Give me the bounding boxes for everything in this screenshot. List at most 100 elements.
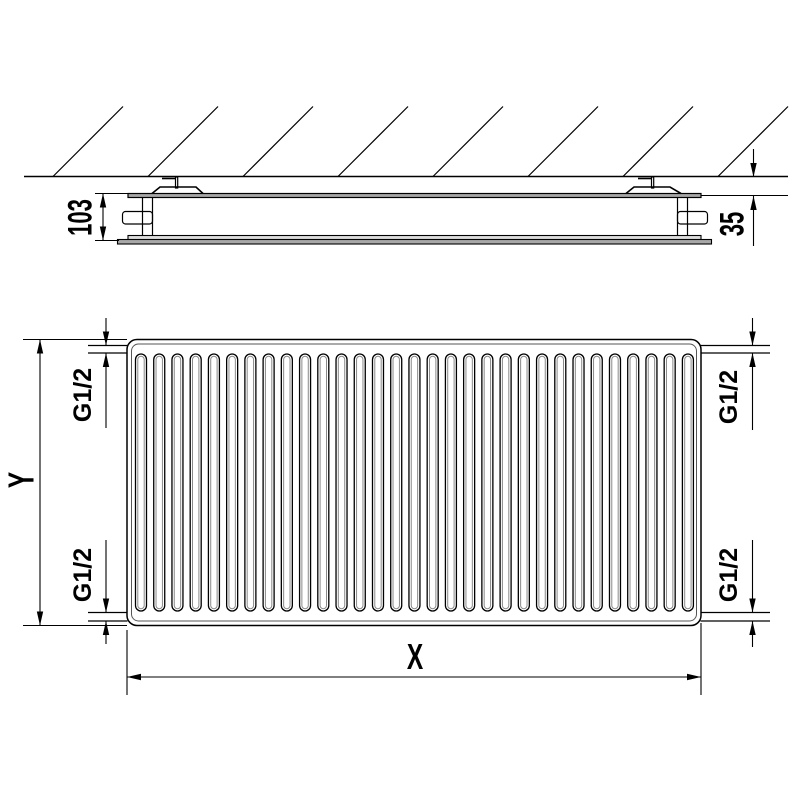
corrugation-inner-line [210, 355, 218, 610]
corrugation-inner-line [356, 355, 364, 610]
connection-stub-top-left [88, 344, 128, 354]
corrugation [681, 353, 695, 612]
arrow-up-icon [749, 353, 756, 367]
corrugation [298, 353, 312, 612]
corrugation [444, 353, 458, 612]
connection-stub-bottom-right [700, 611, 770, 622]
corrugation [371, 353, 385, 612]
corrugation-inner-line [447, 355, 455, 610]
corrugation-inner-line [264, 355, 273, 610]
arrow-right-icon [687, 673, 701, 681]
dim-width: X [126, 623, 702, 695]
corrugation [517, 353, 530, 612]
corrugation-inner-line [155, 355, 163, 610]
corrugation [627, 353, 640, 612]
mounting-bracket-left [151, 176, 204, 195]
corrugation-inner-line [520, 355, 528, 610]
corrugation [262, 353, 275, 612]
end-channel-left [141, 197, 154, 236]
mounting-bracket-right [625, 176, 682, 195]
height-label: Y [1, 471, 42, 488]
arrow-left-icon [127, 673, 141, 681]
dim-height: Y [1, 338, 127, 627]
corrugation-inner-line [684, 355, 692, 610]
arrow-down-icon [102, 598, 110, 613]
hatch-line [52, 106, 124, 177]
corrugation [225, 353, 239, 612]
arrow-down-icon [102, 331, 110, 346]
corrugation [134, 353, 148, 612]
corrugation-inner-line [538, 355, 546, 610]
corrugation [207, 353, 221, 612]
connection-tab-left [121, 210, 154, 225]
corrugation [590, 353, 603, 612]
corrugation [335, 353, 348, 612]
corrugation-inner-line [392, 355, 400, 610]
hatch-line [147, 106, 219, 177]
corrugation-inner-line [501, 355, 510, 610]
corrugation-inner-line [428, 355, 437, 610]
bracket-post [650, 176, 655, 189]
corrugation [408, 353, 421, 612]
corrugation [153, 353, 166, 612]
depth-label: 103 [62, 199, 100, 236]
corrugation-inner-line [647, 355, 656, 610]
corrugation-inner-line [137, 355, 145, 610]
connection-stub-top-right [700, 344, 770, 354]
corrugation [535, 353, 549, 612]
corrugation [481, 353, 494, 612]
corrugation [554, 353, 567, 612]
arrow-up-icon [102, 353, 110, 367]
hatch-line [242, 106, 314, 177]
corrugation [171, 353, 184, 612]
dim-wall-clearance: 35 [701, 149, 788, 246]
bracket-clip [151, 186, 204, 195]
corrugation-inner-line [593, 355, 601, 610]
corrugation-inner-line [319, 355, 328, 610]
corrugation-inner-line [374, 355, 382, 610]
corrugation [426, 353, 439, 612]
corrugation [462, 353, 476, 612]
corrugation [317, 353, 330, 612]
bracket-post [174, 176, 179, 189]
connection-tab-right [676, 210, 709, 225]
bracket-clip [625, 186, 682, 195]
front-panel-lower-skin [116, 238, 713, 245]
arrow-down-icon [749, 331, 756, 346]
thread-label: G1/2 [69, 548, 97, 602]
wall-clearance-label: 35 [714, 212, 752, 237]
arrow-up-icon [750, 196, 757, 210]
dim-thread-bottom-left: G1/2 [69, 540, 110, 644]
corrugations [134, 353, 695, 612]
front-view: G1/2 G1/2 G1/2 G1/2 [1, 318, 770, 695]
corrugation-inner-line [629, 355, 637, 610]
corrugation [499, 353, 512, 612]
corrugation-inner-line [283, 355, 291, 610]
arrow-up-icon [99, 193, 107, 208]
radiator-body-inner-contour [131, 343, 697, 622]
arrow-down-icon [750, 163, 757, 177]
corrugation-inner-line [665, 355, 674, 610]
corrugation-inner-line [173, 355, 182, 610]
corrugation-inner-line [483, 355, 492, 610]
corrugation [353, 353, 366, 612]
corrugation-inner-line [191, 355, 200, 610]
thread-label: G1/2 [69, 368, 97, 422]
corrugation [572, 353, 585, 612]
dim-thread-top-left: G1/2 [69, 318, 110, 428]
thread-label: G1/2 [715, 370, 743, 424]
hatch-line [622, 106, 694, 177]
corrugation [390, 353, 403, 612]
radiator-back-panel [127, 192, 702, 199]
corrugation [608, 353, 622, 612]
corrugation-inner-line [611, 355, 619, 610]
radiator-front-panel [116, 234, 713, 245]
corrugation [280, 353, 293, 612]
connection-stub-bottom-left [88, 611, 128, 622]
hatch-line [432, 106, 504, 177]
corrugation-inner-line [574, 355, 583, 610]
corrugation [645, 353, 658, 612]
hatch-line [717, 106, 789, 177]
arrow-down-icon [99, 226, 107, 241]
